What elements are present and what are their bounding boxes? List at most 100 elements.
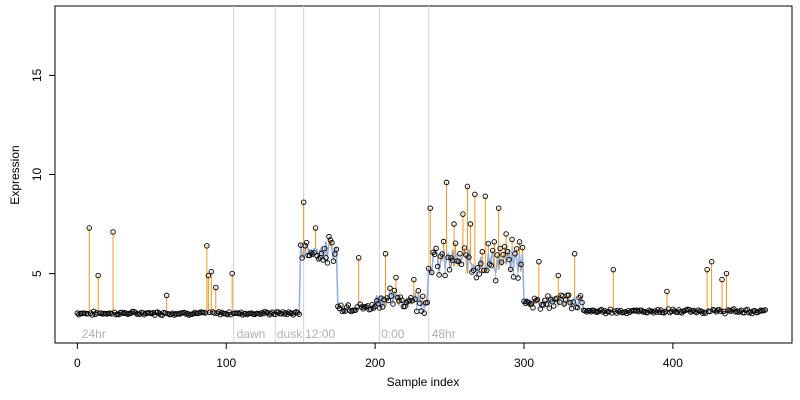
data-point <box>345 302 352 308</box>
data-point <box>513 246 520 252</box>
data-point <box>445 254 451 261</box>
data-point <box>481 267 487 274</box>
data-point <box>534 296 541 303</box>
data-point <box>615 307 621 314</box>
x-tick-label: 200 <box>365 356 385 370</box>
data-point <box>719 276 725 283</box>
data-point <box>722 310 728 317</box>
x-axis: 0 100 200 300 400 <box>74 342 683 370</box>
data-point <box>551 303 557 309</box>
data-point <box>708 258 715 265</box>
data-point <box>466 254 472 260</box>
data-point <box>308 250 314 256</box>
data-point <box>339 308 346 315</box>
data-point <box>464 183 471 190</box>
data-point <box>439 251 445 257</box>
data-point <box>90 308 97 315</box>
data-point <box>204 243 210 249</box>
data-point <box>507 266 514 273</box>
data-point <box>470 267 477 274</box>
data-point <box>421 310 427 316</box>
data-point <box>132 309 139 316</box>
y-axis-label: Expression <box>8 145 22 204</box>
data-point <box>338 302 344 309</box>
data-point <box>554 295 560 301</box>
data-point <box>409 297 416 304</box>
data-point <box>516 239 523 245</box>
data-point <box>425 265 432 272</box>
data-point <box>205 272 212 279</box>
data-point <box>95 272 101 279</box>
data-point <box>296 311 302 317</box>
data-point <box>311 249 317 256</box>
data-point <box>446 267 453 273</box>
x-axis-label: Sample index <box>387 375 460 389</box>
data-point <box>491 239 497 245</box>
data-point <box>154 309 161 315</box>
data-point <box>382 251 389 257</box>
data-point <box>509 236 515 243</box>
fit-line <box>76 241 766 316</box>
data-point <box>610 266 617 273</box>
x-tick-label: 300 <box>514 356 534 370</box>
data-point <box>455 258 462 265</box>
data-point <box>503 231 509 237</box>
annotation-label: 0:00 <box>381 327 405 341</box>
data-point <box>562 297 569 303</box>
data-point <box>399 297 405 303</box>
fit-lines <box>76 241 766 316</box>
data-point <box>327 237 334 243</box>
data-point <box>443 179 450 186</box>
data-point <box>86 225 92 231</box>
data-point <box>485 240 492 247</box>
data-point <box>469 269 475 275</box>
data-point <box>434 263 441 270</box>
data-point <box>530 304 536 311</box>
data-point <box>427 205 433 211</box>
data-point <box>515 275 521 281</box>
data-point <box>303 239 310 246</box>
data-point <box>324 260 331 266</box>
data-point <box>506 256 512 263</box>
data-point <box>332 251 338 257</box>
data-point <box>321 245 328 252</box>
data-point <box>323 255 329 261</box>
data-point <box>431 251 438 257</box>
data-point <box>504 248 511 255</box>
data-point <box>452 240 459 247</box>
data-point <box>415 288 422 294</box>
data-point <box>664 288 670 295</box>
data-point <box>336 305 343 312</box>
data-point <box>385 297 392 304</box>
data-point <box>704 266 710 273</box>
data-point <box>482 193 489 200</box>
data-point <box>543 301 550 307</box>
data-point <box>492 277 499 284</box>
data-point <box>574 304 581 311</box>
divider-lines <box>233 6 430 343</box>
data-point <box>355 255 362 261</box>
y-axis: 5 10 15 <box>30 68 56 277</box>
data-point <box>394 294 401 301</box>
data-point <box>411 276 417 283</box>
data-point <box>369 301 375 308</box>
data-point <box>357 301 363 307</box>
data-point <box>353 307 359 313</box>
data-point <box>433 245 439 252</box>
data-point <box>497 245 503 252</box>
data-point <box>406 297 413 304</box>
data-point <box>661 310 667 316</box>
data-point <box>387 285 393 291</box>
data-point <box>512 251 518 257</box>
data-point <box>294 309 301 316</box>
annotation-label: 12:00 <box>305 327 335 341</box>
data-point <box>163 292 170 299</box>
data-point <box>489 247 496 254</box>
data-point <box>152 312 158 318</box>
y-tick-label: 15 <box>30 68 44 82</box>
data-point <box>723 270 730 277</box>
data-point <box>390 301 396 307</box>
data-point <box>412 296 419 302</box>
data-point <box>302 242 308 249</box>
